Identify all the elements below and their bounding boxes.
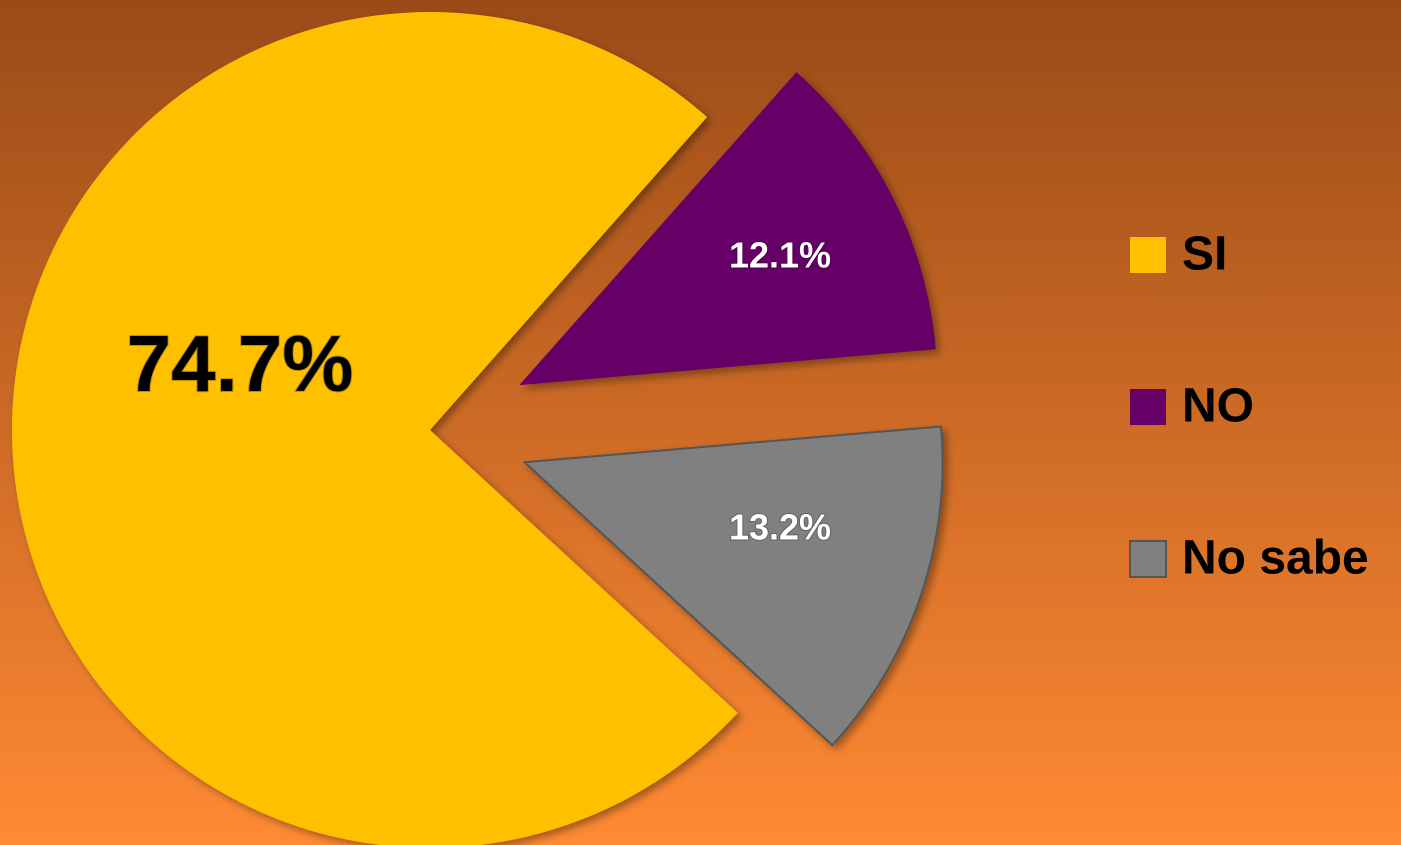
legend-swatch xyxy=(1129,540,1167,578)
slice-labels: 74.7% 12.1% 13.2% xyxy=(126,234,832,549)
data-label: 13.2% xyxy=(729,507,831,548)
legend-label: NO xyxy=(1182,380,1254,433)
data-label: 74.7% xyxy=(127,319,354,408)
pie-slice xyxy=(519,72,936,386)
legend-swatch xyxy=(1130,237,1166,273)
data-label: 12.1% xyxy=(729,235,831,276)
legend-label: SI xyxy=(1182,228,1227,281)
pie xyxy=(12,12,944,845)
pie-slice xyxy=(12,12,738,845)
legend-label: No sabe xyxy=(1182,532,1369,585)
legend: SI NO No sabe xyxy=(1129,228,1369,585)
pie-slice xyxy=(522,425,944,747)
legend-swatch xyxy=(1130,389,1166,425)
